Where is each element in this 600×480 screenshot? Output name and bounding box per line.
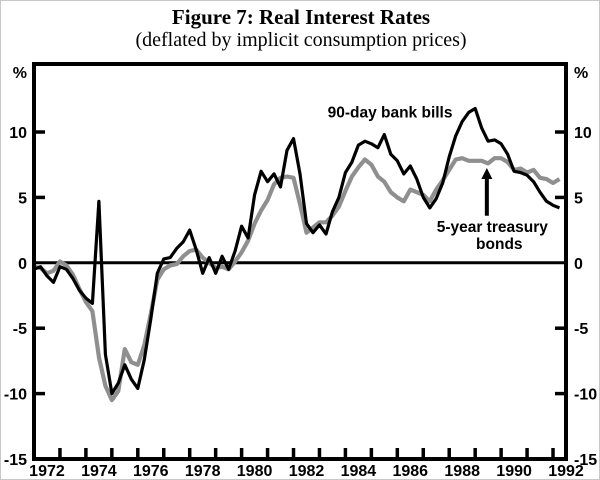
x-axis-label-1986: 1986 [392, 463, 428, 480]
x-axis-label-1984: 1984 [341, 463, 377, 480]
x-axis-label-1982: 1982 [289, 463, 325, 480]
y-axis-unit-right: % [574, 65, 588, 82]
series-line-90-day-bank-bills [33, 106, 561, 396]
figure-title: Figure 7: Real Interest Rates [171, 5, 431, 29]
x-axis-label-1972: 1972 [29, 463, 65, 480]
treasury-bonds-label-line2: bonds [476, 236, 523, 253]
y-axis-label-left--10: -10 [4, 387, 27, 404]
y-axis-label-right--10: -10 [574, 387, 597, 404]
x-axis-label-1974: 1974 [81, 463, 117, 480]
x-axis-label-1976: 1976 [133, 463, 169, 480]
x-axis-label-1978: 1978 [185, 463, 221, 480]
y-axis-label-right-0: 0 [574, 256, 583, 273]
y-axis-label-left--15: -15 [4, 452, 27, 469]
annotation-arrow-head-icon [481, 167, 493, 179]
x-axis-label-1992: 1992 [548, 463, 584, 480]
x-axis-label-1980: 1980 [237, 463, 273, 480]
plot-frame [32, 62, 568, 461]
figure-subtitle: (deflated by implicit consumption prices… [135, 29, 467, 51]
x-axis-label-1988: 1988 [444, 463, 480, 480]
y-axis-label-right--5: -5 [574, 321, 588, 338]
treasury-bonds-label-line1: 5-year treasury [437, 219, 549, 236]
y-axis-label-left--5: -5 [13, 321, 27, 338]
series-line-5-year-treasury-bonds [33, 156, 561, 403]
bank-bills-label: 90-day bank bills [328, 105, 453, 122]
y-axis-label-right-5: 5 [574, 190, 583, 207]
y-axis-label-left-10: 10 [9, 125, 27, 142]
y-axis-unit-left: % [13, 65, 27, 82]
y-axis-label-left-0: 0 [18, 256, 27, 273]
y-axis-label-right-10: 10 [574, 125, 592, 142]
x-axis-label-1990: 1990 [496, 463, 532, 480]
y-axis-label-right--15: -15 [574, 452, 597, 469]
y-axis-label-left-5: 5 [18, 190, 27, 207]
